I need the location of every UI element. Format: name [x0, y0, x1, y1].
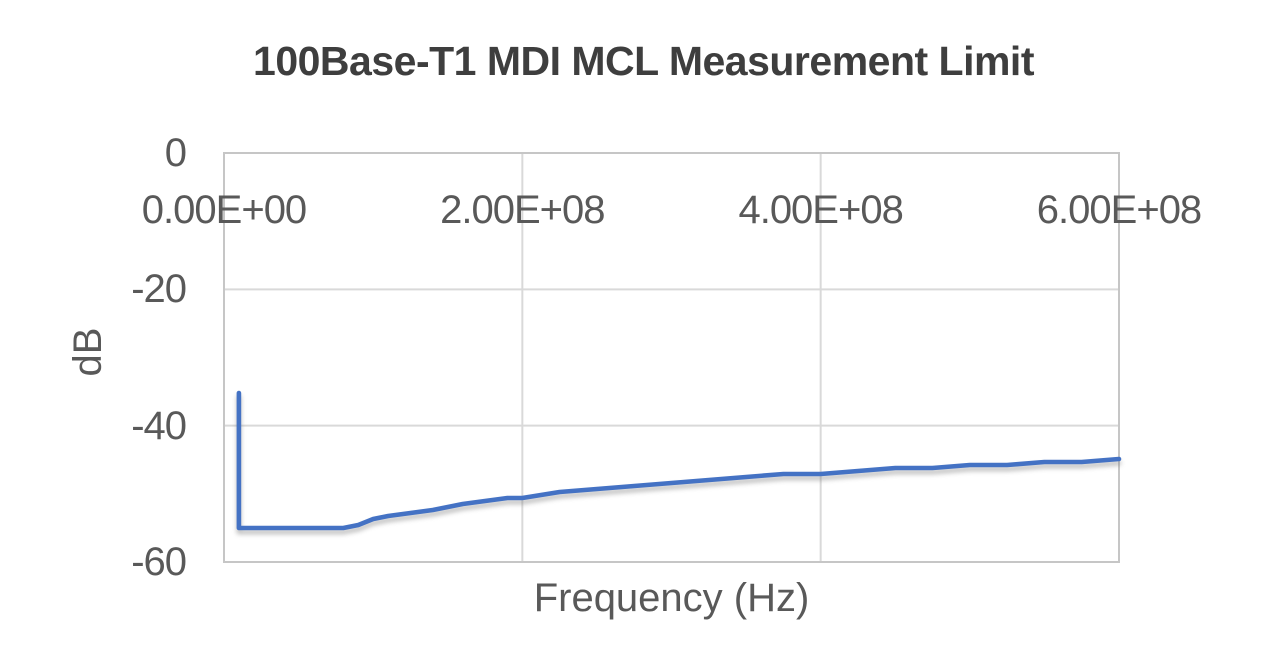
y-tick-label: 0 [164, 131, 187, 175]
limit-line-series [236, 390, 1122, 531]
x-axis-title: Frequency (Hz) [533, 576, 810, 620]
x-tick-label: 6.00E+08 [1036, 188, 1202, 232]
x-tick-label: 2.00E+08 [440, 188, 605, 232]
chart-title: 100Base-T1 MDI MCL Measurement Limit [253, 38, 1034, 84]
y-tick-label: -20 [131, 267, 187, 312]
y-tick-label: -60 [131, 540, 187, 584]
x-tick-label: 4.00E+08 [738, 188, 903, 232]
y-tick-label: -40 [131, 403, 187, 448]
y-axis-title: dB [66, 327, 110, 377]
plot-border [223, 152, 1120, 563]
x-tick-label: 0.00E+00 [141, 188, 307, 232]
